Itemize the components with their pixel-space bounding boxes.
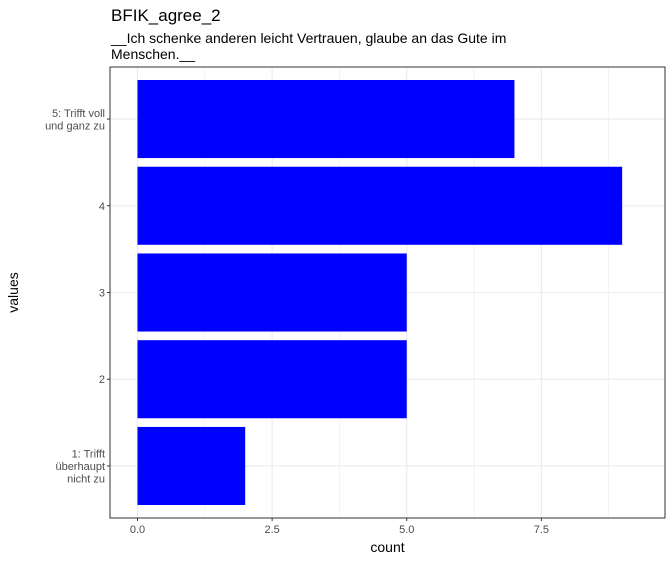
x-axis-title: count bbox=[370, 539, 404, 555]
x-tick-label: 0.0 bbox=[130, 524, 145, 536]
y-tick-label: 4 bbox=[99, 201, 105, 213]
y-tick-label: 2 bbox=[99, 374, 105, 386]
subtitle-line-1: __Ich schenke anderen leicht Vertrauen, … bbox=[110, 30, 506, 46]
chart-subtitle: __Ich schenke anderen leicht Vertrauen, … bbox=[110, 30, 510, 62]
bar bbox=[137, 426, 246, 505]
y-axis: 1: Trifft überhaupt nicht zu 2 3 4 5: Trifft v… bbox=[45, 108, 110, 485]
y-tick-label: 1: Trifft überhaupt nicht zu bbox=[55, 448, 105, 485]
y-tick-label: 3 bbox=[99, 288, 105, 300]
bar bbox=[137, 80, 515, 159]
bar bbox=[137, 166, 623, 245]
x-tick-label: 7.5 bbox=[534, 524, 549, 536]
x-axis: 0.0 2.5 5.0 7.5 bbox=[130, 518, 549, 536]
bar bbox=[137, 340, 407, 419]
y-tick-label: 5: Trifft voll und ganz zu bbox=[45, 108, 105, 133]
chart-title: BFIK_agree_2 bbox=[111, 6, 221, 25]
bars bbox=[137, 80, 623, 505]
y-axis-title: values bbox=[5, 272, 21, 312]
bar bbox=[137, 253, 407, 332]
x-tick-label: 2.5 bbox=[264, 524, 279, 536]
subtitle-line-2: Menschen.__ bbox=[111, 46, 195, 62]
x-tick-label: 5.0 bbox=[399, 524, 414, 536]
